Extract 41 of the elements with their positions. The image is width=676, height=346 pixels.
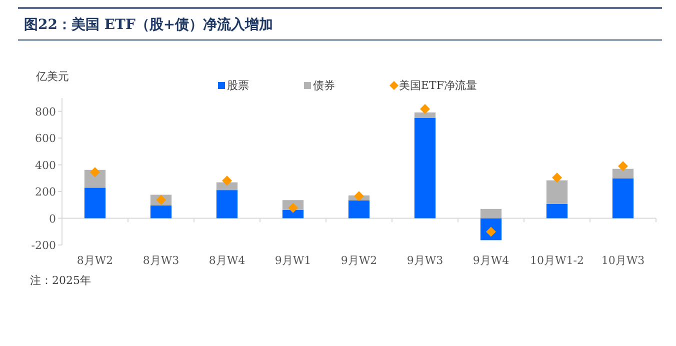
bar	[414, 112, 436, 118]
x-tick-label: 9月W2	[340, 254, 378, 267]
point	[354, 191, 364, 202]
bar	[216, 182, 238, 190]
point	[288, 202, 298, 213]
point	[90, 167, 100, 178]
text: 注：2025年	[30, 274, 91, 287]
x-tick-label: 9月W1	[274, 254, 312, 267]
y-tick-label: -200	[31, 239, 56, 252]
bar	[150, 205, 172, 218]
bar	[612, 168, 634, 178]
bar	[546, 180, 568, 204]
x-tick-label: 8月W3	[142, 254, 180, 267]
y-tick-label: 200	[35, 186, 56, 199]
legend-label: 债券	[313, 79, 335, 92]
x-tick-label: 10月W3	[601, 254, 645, 267]
bar	[480, 208, 502, 218]
bar	[84, 188, 106, 218]
bar	[414, 118, 436, 218]
y-tick-label: 400	[35, 158, 56, 172]
point	[552, 172, 562, 183]
legend-label: 美国ETF净流量	[399, 79, 477, 92]
legend-label: 股票	[227, 79, 249, 92]
x-tick-label: 10月W1-2	[530, 254, 584, 267]
bar	[546, 204, 568, 218]
chart-title: 图22：美国 ETF（股+债）净流入增加	[24, 16, 274, 33]
bar	[348, 200, 370, 218]
y-tick-label: 800	[35, 105, 56, 118]
point	[618, 161, 628, 172]
bar	[612, 178, 634, 218]
y-axis-title: 亿美元	[35, 70, 69, 83]
bar	[282, 210, 304, 218]
y-tick-label: 600	[35, 132, 56, 146]
point	[420, 104, 430, 114]
x-tick-label: 8月W2	[76, 254, 114, 267]
x-tick-label: 8月W4	[208, 254, 246, 267]
point	[222, 176, 232, 186]
y-tick-label: 0	[49, 212, 56, 226]
x-tick-label: 9月W4	[472, 254, 510, 267]
bar	[216, 190, 238, 218]
x-tick-label: 9月W3	[406, 254, 444, 267]
